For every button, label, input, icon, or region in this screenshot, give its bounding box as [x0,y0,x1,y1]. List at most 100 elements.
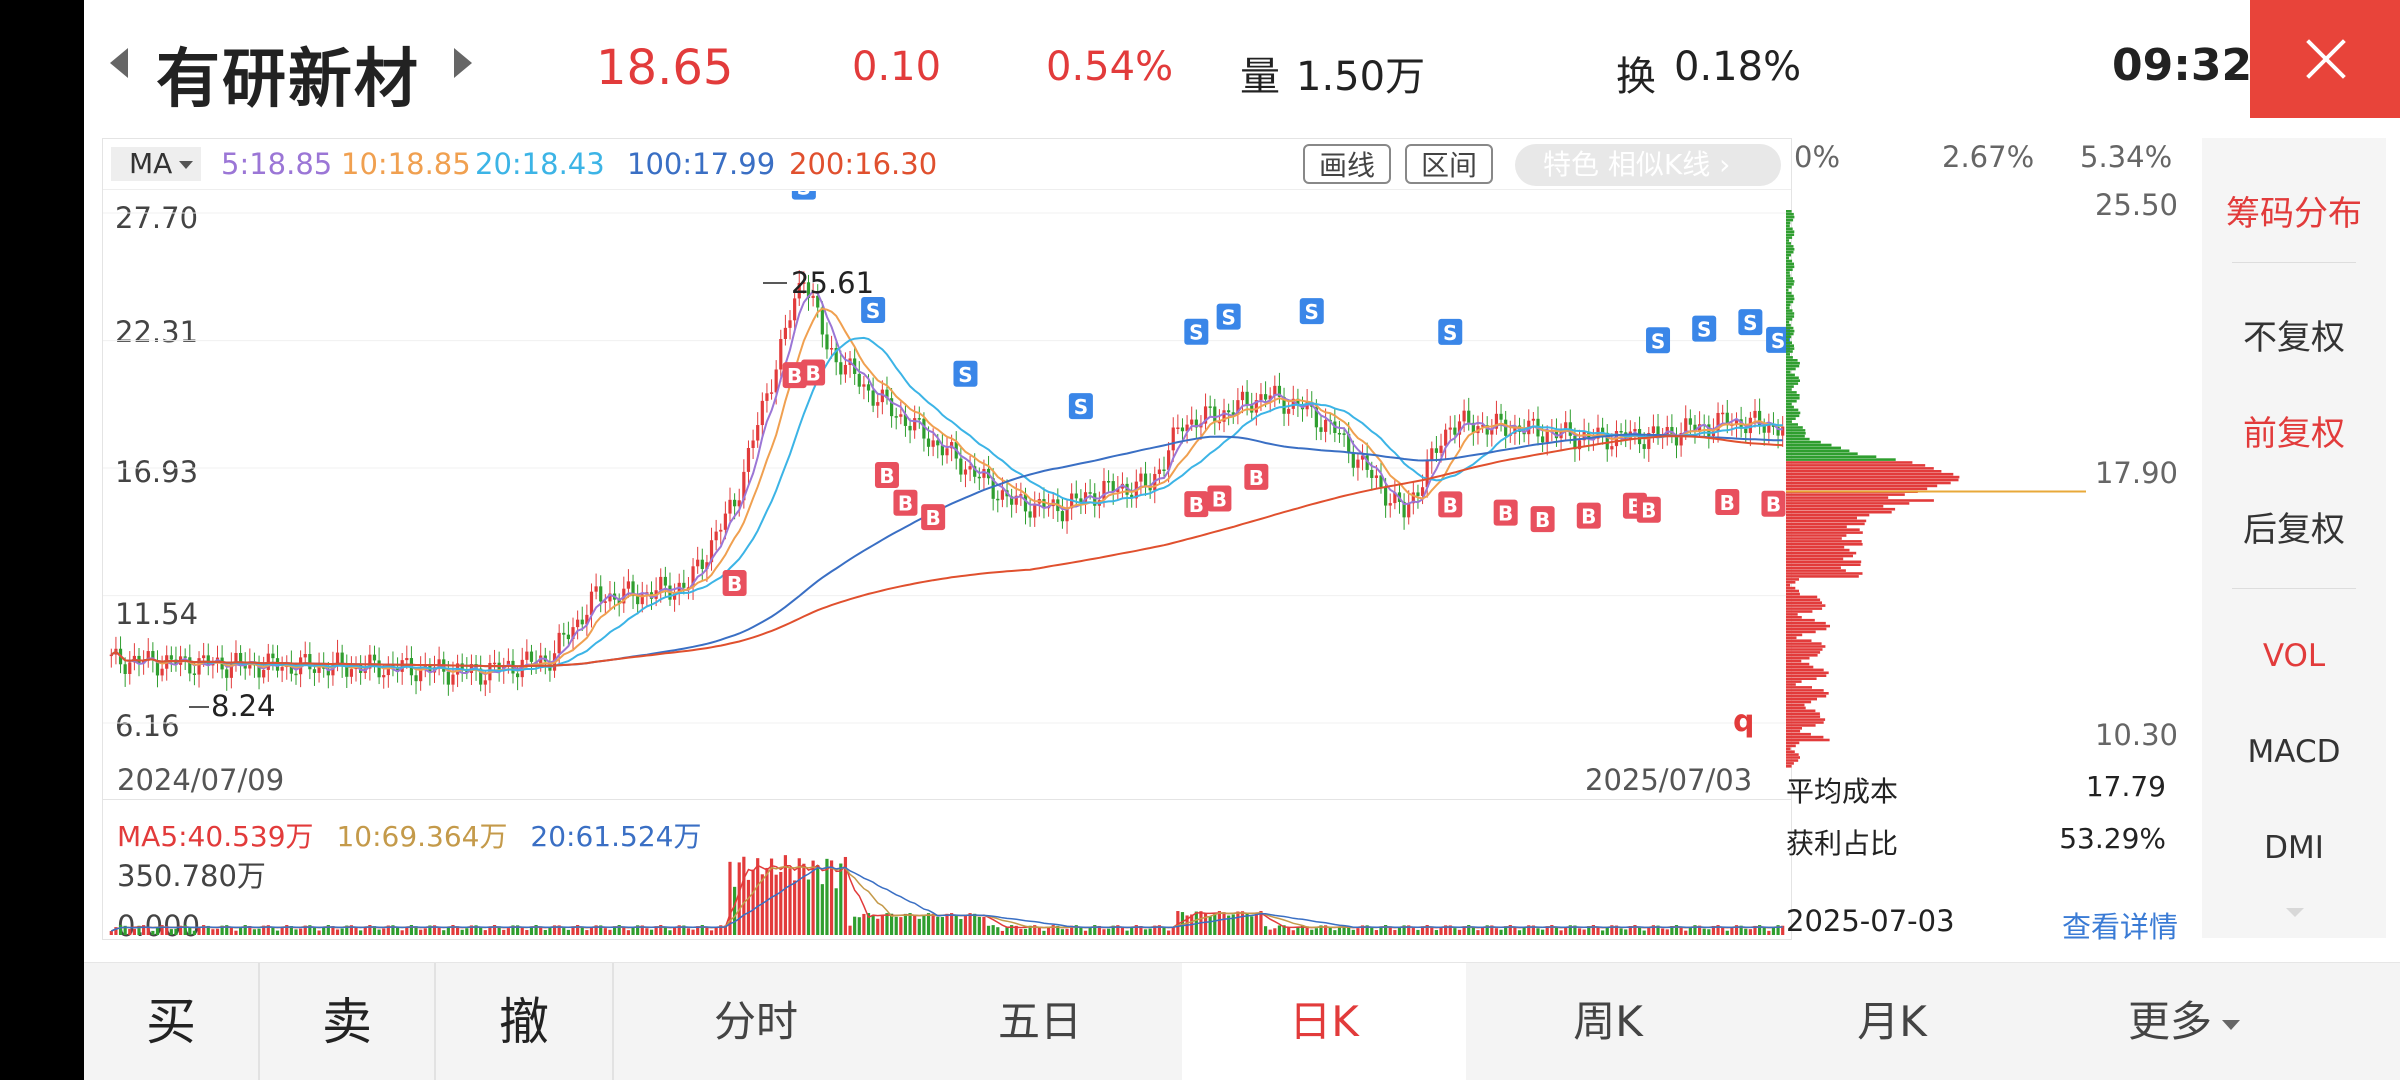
sell-marker [1216,303,1241,330]
candle-body [188,657,192,674]
buy-marker-label: B [805,362,820,386]
cancel-order-button[interactable]: 撤 [499,993,549,1051]
candle-body [312,669,317,673]
chip-bar [1786,221,1791,225]
volume-bar [1314,928,1318,935]
price-change: 0.10 [852,44,942,90]
candle-body [1453,427,1457,435]
chip-bar [1786,475,1960,479]
candle-body [206,655,210,666]
volume-bar [848,925,852,935]
volume-bar [1508,925,1512,935]
buy-marker-label: B [1249,466,1264,490]
volume-bar [617,925,621,935]
candle-body [1130,494,1134,499]
volume-bar [1324,925,1328,935]
next-stock-icon[interactable] [454,48,472,78]
sell-marker [861,297,886,324]
macd-indicator[interactable]: MACD [2247,734,2341,770]
forward-adjust-option[interactable]: 前复权 [2243,414,2345,454]
tab-more-label: 更多 [2127,997,2212,1046]
ma-indicator-select[interactable]: MA [111,147,201,181]
volume-bar [479,927,483,935]
volume-bar [1721,926,1725,935]
volume-bar [1448,925,1452,935]
candle-body [562,632,566,635]
candle-body [889,398,894,417]
volume-bar [1351,929,1355,935]
candle-body [1619,431,1623,433]
candle-body [1684,418,1688,434]
chip-bar [1786,744,1796,748]
chip-bar [1786,458,1896,461]
candle-body [1688,418,1692,425]
chip-distribution-tab[interactable]: 筹码分布 [2226,194,2362,234]
scroll-down-icon[interactable] [2286,908,2304,917]
chip-bar [1786,411,1801,415]
volume-bar [142,925,146,935]
volume-bar [1637,926,1642,935]
volume-bar [1670,926,1674,935]
volume-bar [1434,930,1439,935]
backward-adjust-option[interactable]: 后复权 [2243,510,2345,550]
chip-price-bottom: 10.30 [2094,718,2178,752]
candle-body [603,601,607,603]
candle-body [1360,455,1365,460]
kline-chart[interactable]: MA 5:18.85 10:18.85 20:18.43 100:17.99 2… [102,138,1792,943]
tab-monthly-k[interactable]: 月K [1857,997,1927,1046]
volume-ma-line [111,866,1783,932]
tab-more[interactable]: 更多 [2034,963,2334,1080]
volume-bar [1328,927,1332,935]
volume-bar [340,928,344,935]
volume-bar [1734,925,1739,935]
candle-body [1023,494,1028,512]
vol-indicator[interactable]: VOL [2262,638,2326,674]
buy-marker-label: B [727,572,742,596]
dmi-indicator[interactable]: DMI [2264,830,2324,866]
draw-line-button[interactable]: 画线 [1303,144,1391,184]
volume-label: 量 [1240,54,1280,100]
buy-marker [1761,490,1786,517]
candle-body [1480,425,1485,427]
prev-stock-icon[interactable] [110,48,128,78]
volume-bar [1688,927,1692,935]
sell-button[interactable]: 卖 [322,993,372,1051]
chip-bar [1786,727,1802,730]
view-detail-link[interactable]: 查看详情 [2061,910,2178,944]
volume-bar [1106,928,1111,935]
candle-body [1430,448,1434,461]
tab-intraday[interactable]: 分时 [713,997,798,1046]
volume-bar [1291,930,1295,935]
candle-body [1227,410,1231,413]
chip-bar [1786,586,1796,590]
chip-bar [1786,601,1822,604]
candles [109,270,1785,697]
buy-marker-label: B [1766,493,1781,517]
similar-kline-button[interactable]: 特色 相似K线 › [1515,144,1781,186]
volume-bar [1541,929,1545,935]
tab-weekly-k[interactable]: 周K [1573,997,1643,1046]
tab-five-day[interactable]: 五日 [997,997,1082,1046]
buy-button[interactable]: 买 [146,993,196,1051]
volume-bar [612,926,617,935]
volume-bar [1596,926,1600,935]
sell-marker-label: S [958,363,972,387]
ma-line-ma200 [110,435,1783,668]
close-button[interactable] [2250,0,2400,118]
volume-bar [548,927,552,935]
kline-plot: SSSSSSSSSSSSBBBBBBBBBBBBBBBBB 25.61 8.24… [103,191,1791,739]
candle-body [1697,424,1702,432]
candle-body [386,664,390,676]
chip-bar [1786,250,1794,254]
no-adjust-option[interactable]: 不复权 [2243,318,2345,358]
range-button[interactable]: 区间 [1405,144,1493,184]
chip-bar [1786,318,1793,321]
chip-bar [1786,718,1826,721]
chip-bar [1786,522,1865,526]
candle-body [151,651,155,661]
chip-distribution[interactable]: 0% 2.67% 5.34% 25.50 17.90 10.30 平均成本 17… [1786,138,2186,948]
volume-bar [1476,930,1480,935]
ma-line-ma10 [110,307,1783,675]
tab-daily-k[interactable]: 日K [1182,963,1466,1080]
divider [2232,588,2356,589]
